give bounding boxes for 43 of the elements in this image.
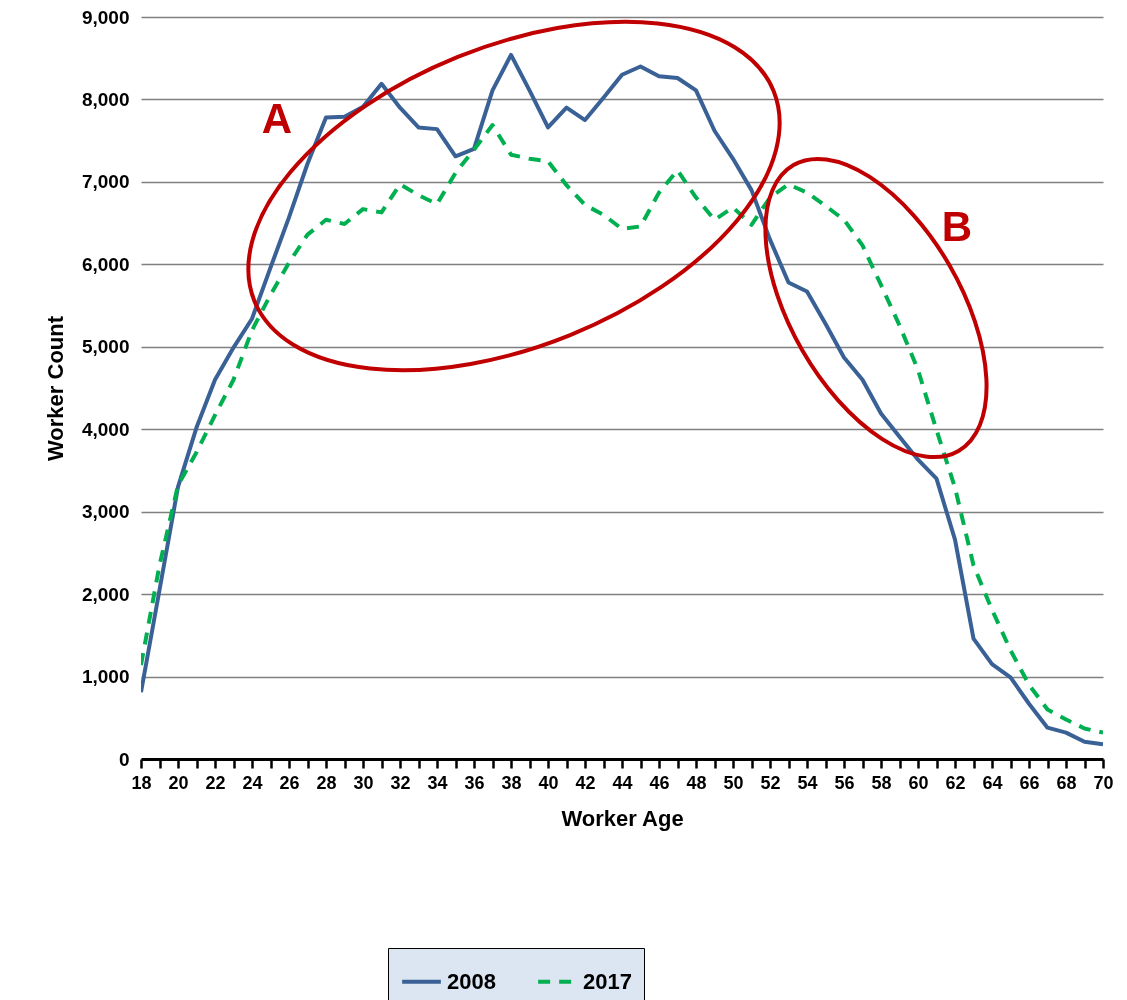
- x-tick-label: 30: [353, 772, 374, 793]
- annotation: A: [261, 95, 293, 142]
- x-tick-label: 58: [871, 772, 892, 793]
- x-tick-label: 52: [760, 772, 781, 793]
- x-tick-label: 64: [982, 772, 1003, 793]
- legend-label: 2017: [583, 968, 632, 994]
- y-tick-label: 6,000: [81, 253, 130, 275]
- y-tick-label: 2,000: [81, 583, 130, 605]
- x-tick-label: 24: [242, 772, 263, 793]
- x-tick-label: 56: [834, 772, 855, 793]
- y-tick-label: 4,000: [81, 418, 130, 440]
- x-tick-label: 18: [131, 772, 152, 793]
- x-tick-label: 54: [797, 772, 818, 793]
- y-tick-label: 7,000: [81, 171, 130, 193]
- x-tick-label: 42: [575, 772, 596, 793]
- y-tick-label: 1,000: [81, 666, 130, 688]
- x-tick-label: 46: [649, 772, 670, 793]
- annotation: B: [941, 203, 973, 250]
- x-axis-title: Worker Age: [561, 805, 684, 831]
- y-tick-label: 5,000: [81, 336, 130, 358]
- x-tick-label: 32: [390, 772, 411, 793]
- x-tick-label: 60: [908, 772, 929, 793]
- x-tick-label: 50: [723, 772, 744, 793]
- y-tick-label: 8,000: [81, 88, 130, 110]
- x-tick-label: 34: [427, 772, 448, 793]
- x-tick-label: 66: [1019, 772, 1040, 793]
- x-tick-label: 44: [612, 772, 633, 793]
- y-axis-title: Worker Count: [42, 315, 68, 462]
- x-tick-label: 38: [501, 772, 522, 793]
- x-tick-label: 70: [1093, 772, 1114, 793]
- x-tick-label: 36: [464, 772, 485, 793]
- y-tick-label: 3,000: [81, 501, 130, 523]
- x-tick-label: 48: [686, 772, 707, 793]
- x-tick-label: 22: [205, 772, 226, 793]
- y-tick-label: 9,000: [81, 6, 130, 28]
- x-tick-label: 68: [1056, 772, 1077, 793]
- x-tick-label: 20: [168, 772, 189, 793]
- x-tick-label: 62: [945, 772, 966, 793]
- legend-label: 2008: [447, 968, 496, 994]
- x-tick-label: 28: [316, 772, 337, 793]
- x-tick-label: 26: [279, 772, 300, 793]
- x-tick-label: 40: [538, 772, 559, 793]
- y-tick-label: 0: [118, 748, 130, 770]
